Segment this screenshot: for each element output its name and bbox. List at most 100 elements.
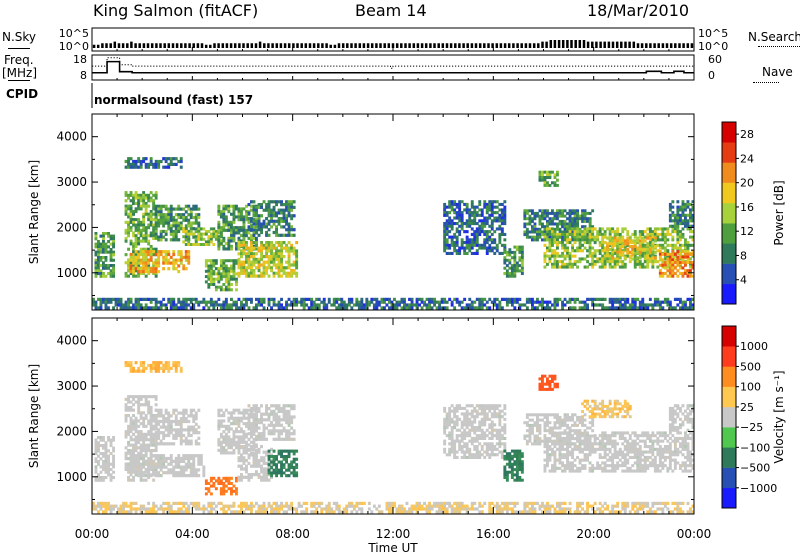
power-panel-cell-13 (581, 257, 584, 261)
velocity-panel-cell-2 (187, 425, 191, 429)
power-panel-cell-12 (536, 238, 539, 242)
velocity-panel-cell-8 (290, 421, 294, 425)
power-panel-cell-5 (227, 220, 231, 224)
power-panel-cell-12 (553, 214, 557, 218)
power-panel-cell-11 (520, 245, 524, 249)
power-panel-cell-13 (578, 230, 582, 234)
velocity-panel-cell-8 (287, 421, 291, 425)
power-panel-cell-13 (643, 243, 647, 247)
power-panel-cell-0 (112, 245, 115, 249)
power-panel-cell-3 (132, 258, 135, 262)
velocity-panel-cell-1 (129, 438, 133, 442)
velocity-panel-cell-6 (240, 464, 243, 468)
power-panel-cell-7 (272, 252, 276, 256)
velocity-panel-cell-3 (159, 459, 163, 463)
velocity-panel-cell-8 (270, 432, 273, 436)
power-panel-cell-1 (149, 191, 153, 195)
velocity-panel-cell-2 (197, 431, 201, 435)
power-panel-cell-15 (666, 258, 670, 262)
power-panel-cell-2 (167, 210, 171, 214)
velocity-panel-cell-0 (102, 444, 105, 448)
power-panel-cell-16 (543, 176, 547, 179)
power-panel-cell-8 (260, 203, 263, 207)
power-panel-cell-13 (591, 251, 595, 255)
power-panel-cell-18 (428, 300, 431, 304)
velocity-panel-cell-2 (172, 442, 176, 446)
power-panel-cell-18 (618, 297, 622, 301)
power-panel-cell-18 (455, 297, 459, 301)
power-panel-cell-5 (247, 231, 251, 235)
power-panel-cell-18 (242, 297, 246, 301)
power-panel-cell-5 (242, 220, 246, 224)
power-panel-cell-2 (162, 235, 166, 239)
power-panel-cell-11 (513, 261, 517, 265)
power-panel-cell-1 (152, 228, 156, 232)
power-panel-cell-13 (686, 227, 690, 231)
power-panel-cell-2 (194, 207, 198, 211)
power-panel-cell-1 (142, 234, 146, 238)
power-panel-cell-10 (475, 238, 479, 242)
power-panel-cell-13 (591, 227, 595, 231)
power-panel-cell-18 (204, 300, 208, 304)
velocity-panel-cell-1 (152, 440, 156, 444)
power-panel-cell-11 (508, 253, 512, 257)
power-panel-cell-2 (162, 218, 166, 222)
power-panel-cell-2 (157, 210, 161, 214)
velocity-panel-cell-5 (235, 427, 238, 431)
power-panel-cell-10 (480, 219, 484, 223)
power-panel-cell-7 (255, 241, 258, 245)
velocity-panel-cell-3 (157, 456, 161, 461)
power-panel-cell-3 (144, 267, 148, 271)
velocity-panel-cell-0 (97, 460, 100, 464)
power-panel-cell-13 (646, 260, 650, 264)
velocity-panel-cell-2 (174, 417, 178, 421)
power-panel-cell-8 (280, 211, 283, 215)
power-panel-cell-13 (553, 251, 557, 255)
power-panel-cell-5 (242, 228, 246, 232)
nave-label: Nave (762, 65, 793, 79)
power-panel-cell-7 (242, 263, 246, 267)
power-panel-cell-8 (262, 219, 266, 223)
power-panel-cell-1 (147, 223, 151, 227)
power-panel-cell-11 (505, 250, 509, 254)
power-panel-cell-10 (478, 219, 482, 223)
nave-tick-top: 60 (708, 53, 722, 66)
power-panel-cell-4 (194, 237, 198, 241)
power-panel-cell-18 (591, 300, 595, 304)
power-panel-cell-17 (681, 200, 685, 204)
power-panel-cell-18 (493, 300, 497, 304)
power-panel-cell-18 (653, 303, 657, 307)
power-panel-cell-12 (573, 217, 577, 221)
power-panel-cell-15 (671, 252, 675, 256)
velocity-panel-cell-8 (255, 426, 258, 430)
velocity-panel-cell-8 (252, 418, 256, 422)
velocity-panel-cell-2 (177, 433, 181, 438)
power-panel-cell-8 (250, 219, 253, 223)
power-panel-cell-4 (184, 243, 188, 246)
velocity-panel-cell-7 (282, 471, 286, 475)
power-panel-cell-9 (159, 159, 163, 164)
power-panel-cell-11 (510, 266, 514, 270)
velocity-panel-cell-5 (245, 422, 248, 426)
velocity-panel-cell-4 (235, 487, 238, 491)
power-panel-cell-10 (450, 202, 454, 206)
velocity-panel-cell-1 (144, 438, 148, 442)
power-panel-cell-6 (217, 269, 221, 273)
power-panel-cell-18 (638, 300, 642, 304)
velocity-panel-cell-2 (192, 414, 196, 418)
power-panel-cell-8 (265, 205, 268, 209)
velocity-panel-cell-1 (132, 397, 135, 401)
power-panel-cell-10 (460, 227, 464, 231)
power-panel-cell-12 (538, 214, 542, 218)
velocity-panel-cell-7 (292, 474, 296, 478)
power-panel-cell-0 (112, 258, 115, 262)
power-panel-cell-9 (144, 157, 148, 161)
power-panel-cell-13 (598, 243, 602, 247)
power-panel-cell-8 (282, 219, 286, 223)
power-panel-cell-18 (385, 303, 389, 307)
power-panel-cell-14 (618, 236, 622, 240)
power-panel-cell-4 (212, 227, 216, 231)
power-panel-cell-6 (222, 259, 226, 263)
power-panel-cell-9 (174, 162, 178, 166)
velocity-panel-cell-7 (295, 465, 299, 469)
